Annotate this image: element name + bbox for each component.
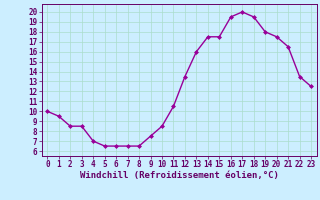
X-axis label: Windchill (Refroidissement éolien,°C): Windchill (Refroidissement éolien,°C) — [80, 171, 279, 180]
